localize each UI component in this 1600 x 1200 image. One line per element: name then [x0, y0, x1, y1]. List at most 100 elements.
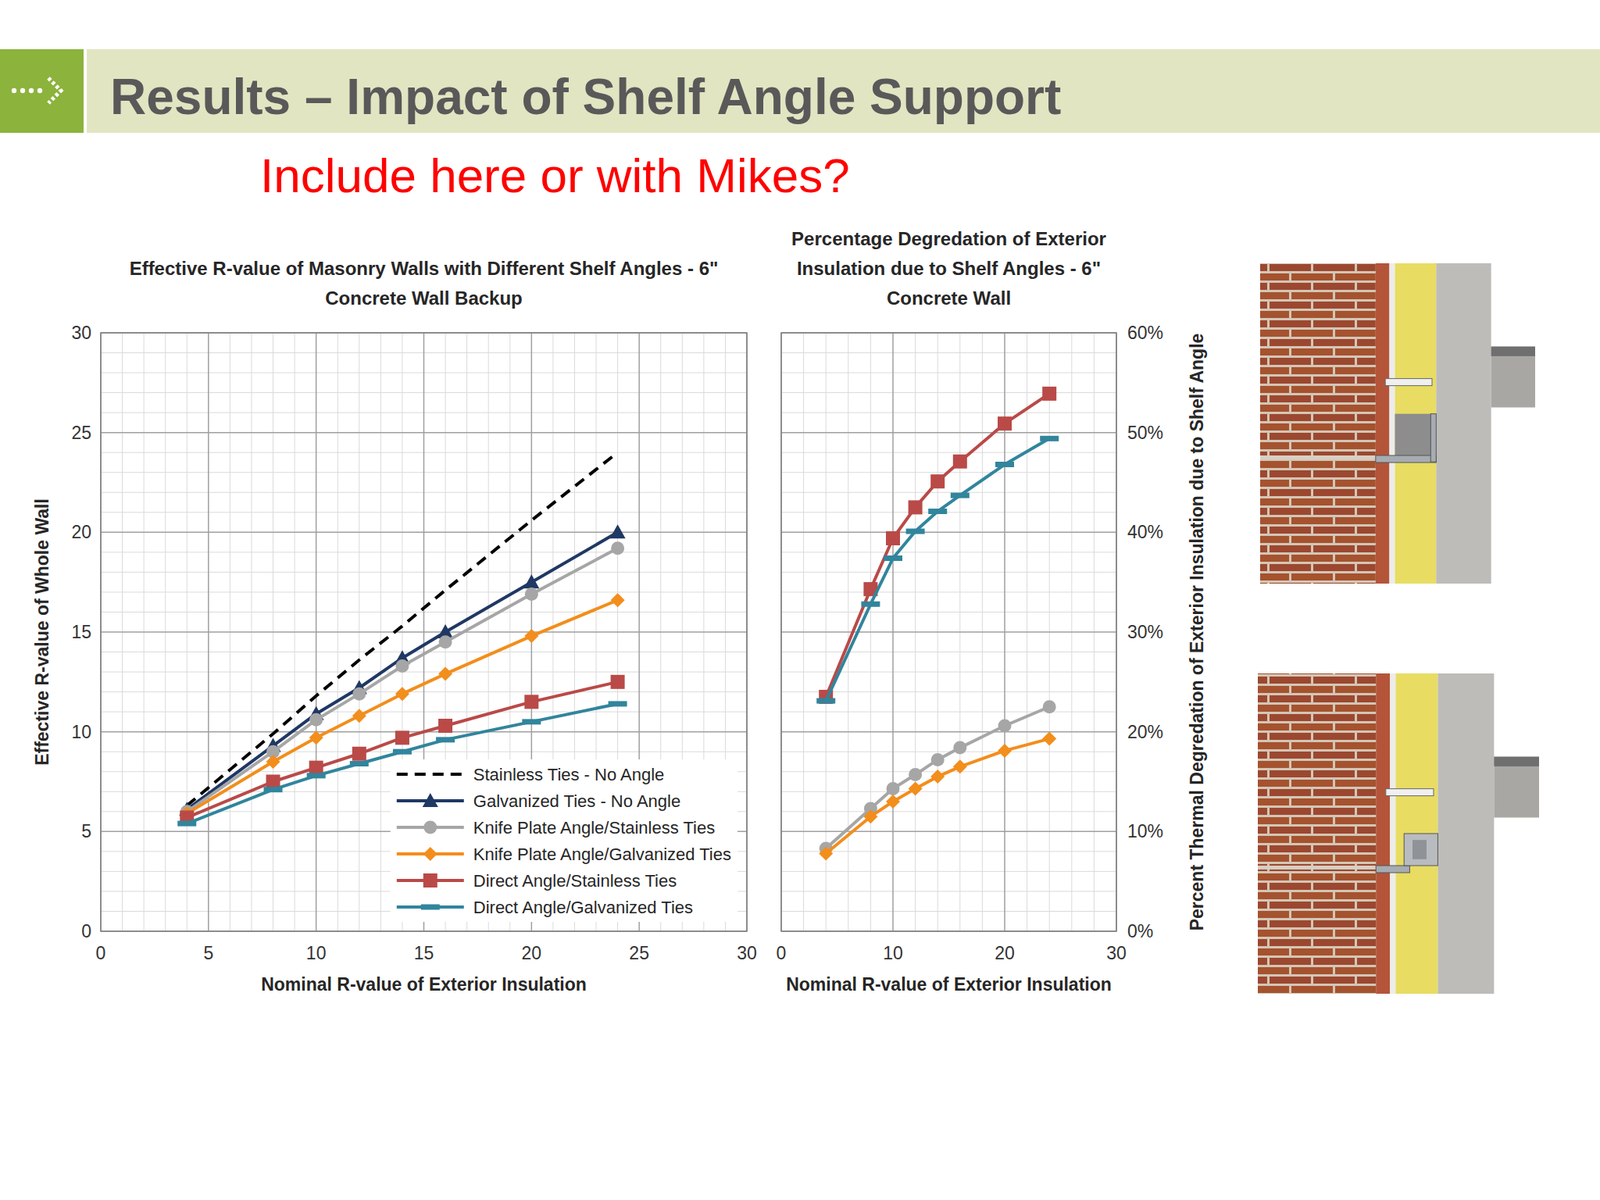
- point-marker: [439, 635, 453, 649]
- chart: 051015202530051015202530Nominal R-value …: [32, 257, 758, 995]
- point-marker: [953, 454, 968, 469]
- y-axis-title: Effective R-value of Whole Wall: [32, 498, 53, 766]
- insulation: [1394, 263, 1436, 584]
- minor-grid-line: [781, 671, 1117, 673]
- slide-title: Results – Impact of Shelf Angle Support: [110, 68, 1061, 125]
- point-marker: [438, 718, 453, 733]
- point-marker: [608, 700, 628, 707]
- title-line: Insulation due to Shelf Angles - 6": [796, 257, 1101, 279]
- brick-veneer: [1257, 673, 1376, 994]
- y-tick-label: 30: [71, 322, 92, 343]
- point-marker: [266, 754, 281, 769]
- y-tick-label: 0%: [1127, 921, 1154, 942]
- y-tick-label: 60%: [1127, 322, 1164, 343]
- point-marker: [908, 781, 923, 796]
- legend-marker: [422, 792, 439, 808]
- legend-marker: [423, 821, 437, 835]
- point-marker: [953, 759, 968, 774]
- chart: 01020300%10%20%30%40%50%60%Nominal R-val…: [776, 228, 1208, 995]
- y-tick-label: 25: [71, 422, 92, 443]
- legend-label: Stainless Ties - No Angle: [473, 764, 665, 785]
- air-gap: [1389, 673, 1396, 994]
- series-line: [186, 452, 618, 806]
- x-tick-label: 15: [414, 942, 435, 964]
- point-marker: [816, 698, 836, 704]
- header-icon-dot: [28, 88, 34, 93]
- title-line: Concrete Wall Backup: [325, 287, 523, 309]
- grid-line: [781, 831, 1117, 833]
- point-marker: [863, 809, 878, 824]
- brick-edge: [1375, 673, 1390, 994]
- x-tick-label: 25: [628, 942, 650, 964]
- legend-label: Direct Angle/Stainless Ties: [473, 871, 677, 891]
- point-marker: [930, 769, 945, 784]
- grid-line: [100, 631, 747, 633]
- legend-label: Direct Angle/Galvanized Ties: [473, 897, 693, 918]
- plot-frame: [781, 332, 1117, 932]
- point-marker: [1042, 732, 1057, 747]
- floor-slab: [1493, 757, 1540, 818]
- header-icon-dot: [20, 88, 25, 93]
- slide-note: Include here or with Mikes?: [260, 148, 850, 203]
- legend-swatch: [396, 772, 465, 776]
- series-line: [825, 438, 1050, 701]
- plot-area: [781, 332, 1117, 932]
- header-icon-box: [0, 49, 84, 133]
- grid-line: [781, 631, 1117, 633]
- concrete-wall: [1435, 263, 1491, 584]
- point-marker: [521, 718, 541, 725]
- chart-title: Effective R-value of Masonry Walls with …: [129, 257, 719, 309]
- insulation: [1395, 673, 1438, 994]
- brick-tie: [1385, 378, 1433, 386]
- legend-label: Knife Plate Angle/Galvanized Ties: [473, 844, 732, 865]
- plot-frame: [100, 332, 747, 932]
- insulation-gap: [1394, 414, 1436, 459]
- wall-illustration: [1260, 263, 1536, 584]
- minor-grid-line: [781, 372, 1117, 374]
- point-marker: [309, 760, 324, 775]
- point-marker: [395, 730, 410, 745]
- y-tick-label: 5: [81, 821, 92, 842]
- x-tick-label: 0: [96, 942, 107, 964]
- point-marker: [1042, 700, 1057, 714]
- point-marker: [997, 416, 1012, 431]
- title-line: Concrete Wall: [886, 287, 1011, 309]
- grid-line: [781, 532, 1117, 534]
- header-icon-chevron: [48, 78, 61, 104]
- floor-slab-top: [1491, 346, 1536, 357]
- minor-grid-line: [781, 452, 1117, 454]
- point-marker: [1042, 386, 1057, 401]
- wall-illustration: [1257, 673, 1540, 994]
- point-marker: [995, 461, 1015, 468]
- shelf-angle-leg: [1430, 414, 1436, 463]
- series-line: [825, 393, 1050, 697]
- point-marker: [886, 782, 900, 796]
- minor-grid-line: [781, 352, 1117, 354]
- point-marker: [309, 713, 323, 727]
- point-marker: [177, 821, 197, 827]
- marks: [816, 386, 1059, 861]
- minor-grid-line: [781, 791, 1117, 793]
- x-tick-label: 10: [882, 942, 904, 964]
- point-marker: [908, 500, 923, 515]
- wall-parts: [1260, 263, 1536, 584]
- point-marker: [525, 587, 539, 601]
- y-tick-label: 0: [81, 921, 92, 942]
- grid-line: [100, 432, 747, 434]
- minor-grid-line: [781, 651, 1117, 653]
- point-marker: [931, 753, 945, 767]
- shelf-angle: [1375, 455, 1436, 463]
- soft-joint: [1260, 455, 1390, 460]
- minor-grid-line: [781, 910, 1117, 912]
- point-marker: [1039, 435, 1059, 442]
- point-marker: [953, 741, 967, 755]
- plot-area: [100, 332, 747, 932]
- minor-grid-line: [781, 810, 1117, 812]
- y-tick-label: 50%: [1127, 422, 1164, 443]
- point-marker: [818, 846, 833, 861]
- grid-line: [781, 731, 1117, 733]
- title-line: Percentage Degredation of Exterior: [791, 228, 1107, 250]
- point-marker: [395, 686, 410, 701]
- point-marker: [352, 708, 367, 723]
- x-tick-label: 20: [521, 942, 543, 964]
